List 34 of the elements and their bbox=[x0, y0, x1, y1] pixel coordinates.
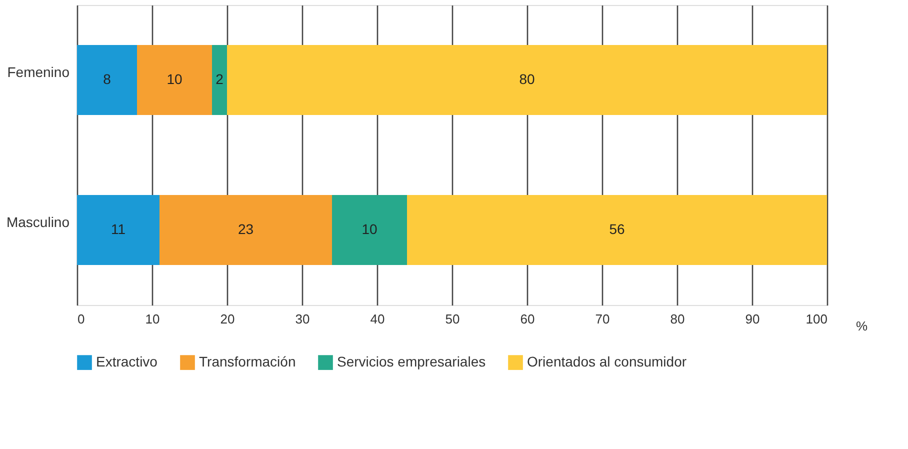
bar bbox=[137, 45, 212, 115]
bar bbox=[227, 45, 827, 115]
bar bbox=[160, 195, 332, 265]
legend-label: Transformación bbox=[199, 354, 296, 370]
x-tick-label: 30 bbox=[295, 312, 310, 326]
data-label: 80 bbox=[519, 71, 535, 87]
y-tick-label: Masculino bbox=[6, 214, 70, 230]
x-tick-label: 90 bbox=[745, 312, 760, 326]
x-tick-label: 40 bbox=[370, 312, 385, 326]
data-label: 10 bbox=[362, 221, 378, 237]
y-tick-label: Femenino bbox=[7, 64, 70, 80]
bar bbox=[332, 195, 407, 265]
data-label: 11 bbox=[110, 221, 126, 237]
legend-label: Extractivo bbox=[96, 354, 158, 370]
data-label: 8 bbox=[103, 71, 112, 87]
x-tick-label: 70 bbox=[595, 312, 610, 326]
bar bbox=[212, 45, 227, 115]
x-tick-label: 100 bbox=[806, 312, 828, 326]
data-label: 10 bbox=[166, 71, 182, 87]
x-tick-label: 20 bbox=[220, 312, 235, 326]
bar bbox=[77, 195, 160, 265]
bar bbox=[77, 45, 137, 115]
x-tick-label: 0 bbox=[78, 312, 85, 326]
x-axis-title: % bbox=[856, 318, 868, 334]
x-tick-label: 80 bbox=[670, 312, 685, 326]
legend-label: Orientados al consumidor bbox=[527, 354, 687, 370]
data-label: 56 bbox=[609, 221, 625, 237]
x-tick-label: 10 bbox=[145, 312, 160, 326]
x-tick-label: 50 bbox=[445, 312, 460, 326]
bar bbox=[407, 195, 827, 265]
legend-label: Servicios empresariales bbox=[337, 354, 486, 370]
data-label: 23 bbox=[238, 221, 254, 237]
x-tick-label: 60 bbox=[520, 312, 535, 326]
data-label: 2 bbox=[216, 71, 224, 87]
